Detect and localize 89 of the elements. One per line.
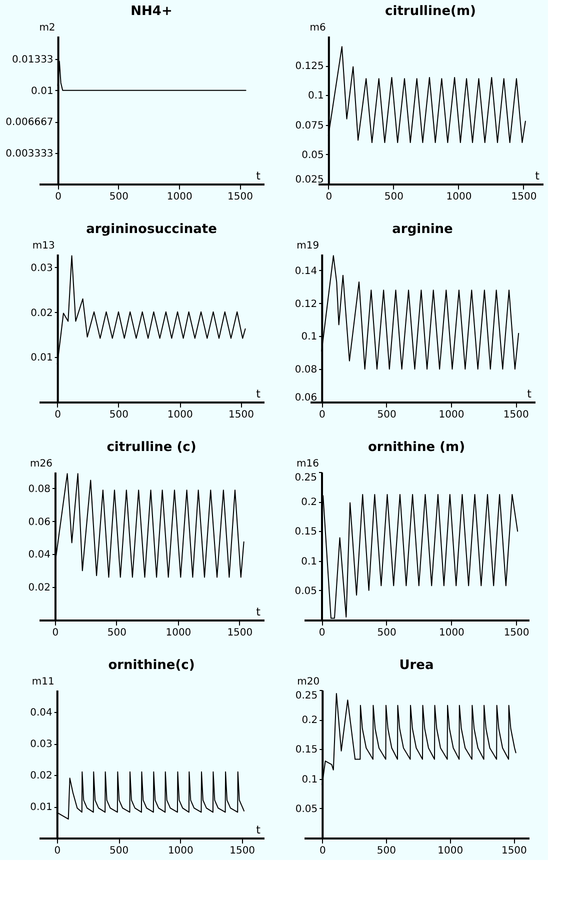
x-tick-label: 1000 [166, 192, 192, 202]
chart-title: argininosuccinate [86, 222, 218, 237]
y-tick-label: 0.1 [301, 332, 318, 343]
y-tick-label: 0.06 [28, 516, 50, 528]
x-tick-label: 1000 [166, 628, 192, 638]
x-tick-label: 1000 [168, 846, 194, 856]
chart-title: arginine [392, 222, 454, 237]
y-tick-label: 0.025 [295, 174, 324, 186]
x-tick-label: 1500 [511, 192, 537, 202]
y-tick-label: 0.04 [30, 708, 52, 719]
y-tick-label: 0.03 [30, 739, 52, 750]
y-tick-label: 0.1 [308, 90, 324, 102]
x-axis-title: t [527, 388, 532, 400]
y-tick-label: 0.12 [294, 298, 318, 310]
y-tick-label: 0.2 [301, 497, 318, 508]
y-tick-label: 0.05 [295, 804, 318, 815]
chart-title: ornithine(c) [108, 658, 195, 673]
y-tick-label: 0.14 [294, 266, 318, 277]
chart-title: NH4+ [130, 4, 172, 19]
y-tick-label: 0.05 [294, 586, 318, 597]
y-tick-label: 0.08 [28, 484, 50, 495]
x-tick-label: 0 [326, 192, 332, 202]
x-tick-label: 0 [319, 846, 326, 856]
x-tick-label: 1500 [230, 846, 256, 856]
y-axis-title: m2 [39, 22, 56, 34]
y-axis-title: m26 [30, 458, 52, 470]
x-tick-label: 500 [384, 192, 404, 202]
x-tick-label: 0 [318, 628, 326, 638]
y-axis-title: m13 [32, 240, 55, 252]
x-tick-label: 1000 [167, 410, 193, 420]
x-tick-label: 1500 [503, 410, 529, 420]
chart-title: citrulline (c) [106, 440, 196, 455]
x-tick-label: 0 [54, 410, 62, 420]
y-tick-label: 0.06 [294, 392, 318, 404]
x-tick-label: 0 [55, 192, 62, 202]
y-tick-label: 0.05 [302, 150, 324, 161]
x-tick-label: 500 [107, 628, 127, 638]
y-axis-title: m19 [296, 240, 320, 252]
y-tick-label: 0.01333 [12, 54, 54, 66]
x-tick-label: 1500 [504, 628, 530, 638]
x-tick-label: 0 [318, 410, 326, 420]
x-axis-title: t [256, 170, 262, 182]
y-tick-label: 0.2 [302, 715, 318, 726]
x-tick-label: 0 [52, 628, 59, 638]
x-axis-title: t [256, 388, 262, 400]
y-tick-label: 0.01 [30, 352, 53, 364]
x-tick-label: 1000 [438, 846, 464, 856]
y-tick-label: 0.003333 [6, 148, 54, 160]
y-tick-label: 0.1 [301, 556, 318, 568]
x-tick-label: 500 [377, 410, 396, 420]
y-tick-label: 0.075 [295, 120, 324, 132]
y-axis-title: m11 [32, 676, 54, 688]
y-axis-title: m16 [296, 458, 320, 470]
x-tick-label: 1500 [228, 410, 254, 420]
x-tick-label: 500 [377, 628, 396, 638]
x-axis-title: t [256, 606, 262, 618]
x-tick-label: 1000 [446, 192, 472, 202]
y-tick-label: 0.03 [30, 262, 53, 274]
y-tick-label: 0.02 [30, 770, 52, 782]
x-tick-label: 1000 [438, 628, 464, 638]
x-tick-label: 500 [109, 192, 128, 202]
x-tick-label: 500 [109, 846, 129, 856]
y-axis-title: m20 [297, 676, 320, 688]
y-tick-label: 0.01 [30, 802, 52, 814]
y-tick-label: 0.25 [294, 472, 318, 484]
y-tick-label: 0.02 [28, 582, 50, 594]
x-tick-label: 1000 [438, 410, 464, 420]
y-tick-label: 0.15 [294, 526, 318, 538]
x-tick-label: 500 [376, 846, 396, 856]
x-axis-title: t [535, 170, 540, 182]
x-tick-label: 1500 [227, 628, 253, 638]
y-tick-label: 0.125 [295, 61, 324, 72]
y-tick-label: 0.04 [28, 550, 50, 561]
y-tick-label: 0.006667 [6, 117, 54, 128]
chart-title: ornithine (m) [368, 440, 466, 455]
y-tick-label: 0.15 [295, 744, 318, 756]
y-axis-title: m6 [310, 22, 326, 34]
y-tick-label: 0.25 [295, 690, 318, 702]
chart-title: Urea [399, 658, 434, 673]
x-tick-label: 500 [109, 410, 129, 420]
y-tick-label: 0.01 [31, 86, 54, 97]
y-tick-label: 0.08 [294, 364, 318, 376]
chart-title: citrulline(m) [385, 4, 476, 19]
x-tick-label: 0 [54, 846, 61, 856]
x-tick-label: 1500 [501, 846, 527, 856]
x-tick-label: 1500 [228, 192, 253, 202]
y-tick-label: 0.02 [30, 308, 53, 319]
y-tick-label: 0.1 [302, 774, 318, 786]
x-axis-title: t [256, 824, 262, 836]
